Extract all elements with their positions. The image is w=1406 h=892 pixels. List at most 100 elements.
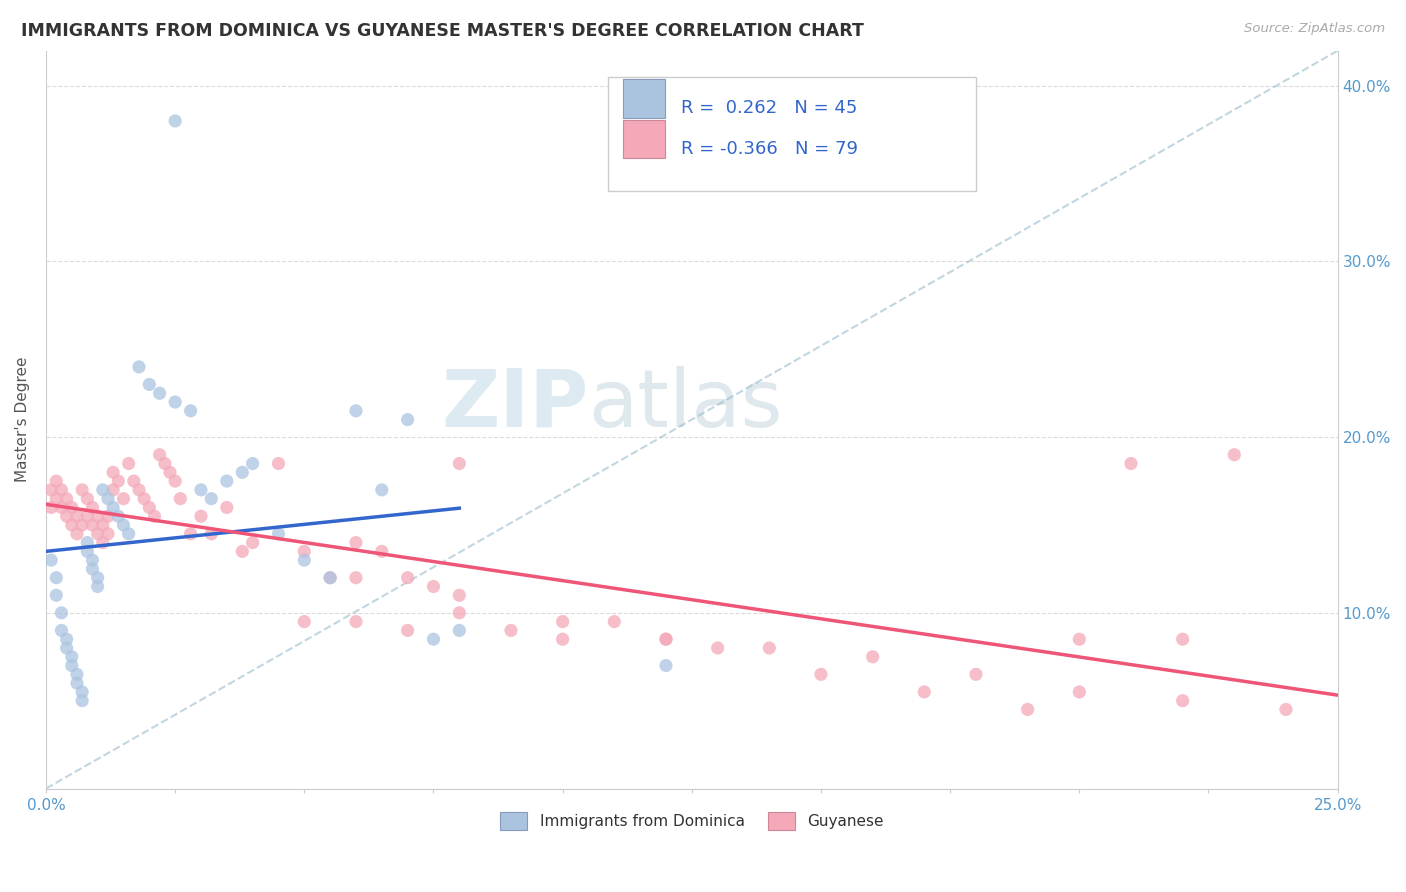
Point <box>55 491 77 506</box>
Legend: Immigrants from Dominica, Guyanese: Immigrants from Dominica, Guyanese <box>494 806 890 836</box>
Point <box>319 571 342 585</box>
Point <box>422 632 444 647</box>
Point <box>91 483 114 497</box>
Point <box>117 526 139 541</box>
Point <box>55 509 77 524</box>
Point <box>97 509 120 524</box>
Point <box>51 624 73 638</box>
Y-axis label: Master's Degree: Master's Degree <box>15 357 30 483</box>
Point <box>107 509 129 524</box>
Point <box>86 509 108 524</box>
Point <box>180 404 202 418</box>
Point <box>551 632 574 647</box>
Point <box>1069 632 1091 647</box>
Point <box>1171 694 1194 708</box>
Point <box>267 526 290 541</box>
Point <box>165 114 187 128</box>
Point <box>169 491 191 506</box>
Point <box>60 649 83 664</box>
Point <box>165 474 187 488</box>
Point <box>82 553 104 567</box>
Point <box>55 632 77 647</box>
Point <box>319 571 342 585</box>
Point <box>449 606 471 620</box>
Point <box>706 640 728 655</box>
Point <box>55 640 77 655</box>
Point <box>51 606 73 620</box>
Point <box>45 491 67 506</box>
Point <box>153 457 176 471</box>
Point <box>1069 685 1091 699</box>
Point <box>91 535 114 549</box>
Point <box>70 518 93 533</box>
Point <box>51 500 73 515</box>
Point <box>143 509 166 524</box>
Point <box>396 412 419 426</box>
Point <box>66 667 89 681</box>
Point <box>70 694 93 708</box>
Point <box>1017 702 1039 716</box>
Point <box>97 491 120 506</box>
Bar <box>623 79 665 118</box>
Point <box>396 571 419 585</box>
Point <box>39 483 62 497</box>
Point <box>1223 448 1246 462</box>
Point <box>159 465 181 479</box>
Point <box>112 518 135 533</box>
Point <box>128 359 150 374</box>
Point <box>45 571 67 585</box>
Text: atlas: atlas <box>589 366 783 444</box>
Point <box>76 544 98 558</box>
Point <box>70 483 93 497</box>
Point <box>551 615 574 629</box>
Point <box>91 518 114 533</box>
Point <box>60 518 83 533</box>
Point <box>1275 702 1298 716</box>
Point <box>655 632 678 647</box>
Point <box>965 667 987 681</box>
Point <box>97 526 120 541</box>
Point <box>200 491 222 506</box>
Point <box>138 377 160 392</box>
Point <box>344 535 367 549</box>
Point <box>862 649 884 664</box>
Point <box>422 580 444 594</box>
Point <box>810 667 832 681</box>
Text: R =  0.262   N = 45: R = 0.262 N = 45 <box>682 99 858 117</box>
Point <box>101 465 124 479</box>
Point <box>122 474 145 488</box>
Point <box>70 685 93 699</box>
Point <box>51 483 73 497</box>
Text: Source: ZipAtlas.com: Source: ZipAtlas.com <box>1244 22 1385 36</box>
Point <box>396 624 419 638</box>
Point <box>1171 632 1194 647</box>
Point <box>165 395 187 409</box>
Point <box>242 457 264 471</box>
Point <box>45 474 67 488</box>
Point <box>66 676 89 690</box>
Point <box>231 544 253 558</box>
Point <box>60 500 83 515</box>
Point <box>149 386 172 401</box>
Point <box>86 571 108 585</box>
Point <box>344 615 367 629</box>
Point <box>655 632 678 647</box>
Point <box>76 509 98 524</box>
Point <box>371 483 394 497</box>
Point <box>45 588 67 602</box>
Point <box>39 500 62 515</box>
Point <box>66 509 89 524</box>
Point <box>149 448 172 462</box>
FancyBboxPatch shape <box>607 77 976 191</box>
Point <box>449 624 471 638</box>
Point <box>190 509 212 524</box>
Point <box>138 500 160 515</box>
Point <box>200 526 222 541</box>
Point <box>117 457 139 471</box>
Point <box>82 518 104 533</box>
Point <box>344 571 367 585</box>
Point <box>86 526 108 541</box>
Point <box>1119 457 1142 471</box>
Point <box>76 535 98 549</box>
Point <box>292 544 315 558</box>
